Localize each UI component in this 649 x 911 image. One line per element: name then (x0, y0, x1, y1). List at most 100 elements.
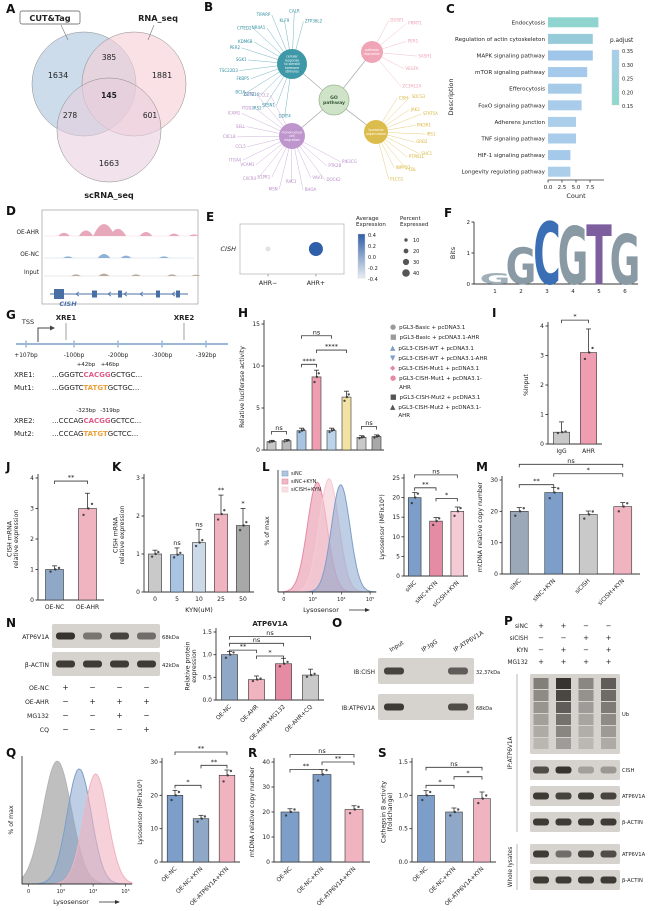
data-point (348, 811, 352, 815)
data-point (561, 431, 564, 434)
panel-H: H 0 5 10 15 Relative luciferase activity ns **… (238, 306, 490, 460)
bar (548, 83, 582, 94)
data-point (317, 372, 320, 375)
sig-label: ns (567, 457, 575, 465)
category-label: Adherens junction (494, 120, 545, 126)
bar (166, 795, 184, 863)
y-tick-label: 10 (392, 534, 400, 541)
y-tick-label: 0 (467, 282, 471, 288)
x-tick-label: 0 (153, 596, 157, 603)
sig-label: * (241, 499, 245, 507)
legend-tick: 0.30 (622, 63, 633, 69)
panel-H-letter: H (238, 306, 249, 320)
data-point (410, 501, 414, 505)
panel-N-letter: N (6, 616, 17, 630)
band (110, 660, 129, 668)
sig-label: ns (173, 539, 181, 547)
y-tick-label: 2 (30, 536, 34, 543)
legend-tick: -0.4 (368, 277, 378, 283)
data-point (283, 440, 286, 443)
x-tick-label: siNC+KYN (532, 578, 557, 603)
data-point (353, 808, 357, 811)
sig-label: ** (211, 758, 218, 766)
panel-L: L 0 10³ 10⁴ 10⁵ Lysosensor % of max siNC siNC+K… (262, 460, 474, 616)
smear (556, 714, 571, 725)
bp-tick-label: -100bp (64, 353, 85, 359)
data-point (456, 510, 460, 513)
legend-marker: ■ (390, 333, 397, 342)
band (83, 660, 102, 668)
y-tick-label: 20 (150, 792, 158, 799)
panel-O: O Input IP:IgG IP:ATP6V1A IB:CISH 32,37kDa IB… (332, 616, 502, 746)
legend-title: Expression (356, 222, 386, 228)
sig-label: * (573, 313, 577, 321)
data-point (154, 552, 157, 556)
smear (601, 678, 616, 689)
condition-value: − (62, 697, 68, 706)
band (533, 792, 549, 800)
sequence: ...CCCAGTATGTGCTCC... (52, 430, 138, 438)
y-tick-label: 1.0 (398, 792, 408, 799)
bar (578, 514, 598, 575)
data-point (286, 660, 289, 664)
coverage-peak (98, 273, 110, 276)
y-tick-label: 3 (30, 506, 34, 513)
count: 601 (143, 111, 158, 120)
x-tick-label: OE-NC (215, 704, 232, 721)
sig-label: ** (218, 486, 225, 494)
panel-C-letter: C (446, 2, 455, 16)
x-tick-label: 7.5 (586, 185, 595, 191)
x-tick-label: 5.0 (572, 185, 581, 191)
y-tick-label: 0 (396, 573, 400, 580)
data-point (553, 491, 556, 494)
coverage-peak (131, 274, 141, 276)
bar (170, 554, 184, 593)
data-point (310, 673, 313, 677)
data-point (414, 496, 417, 499)
sig-label: ** (303, 762, 310, 770)
x-tick-label: OE-NC+KYN (296, 866, 325, 895)
smear (578, 726, 594, 737)
data-point (514, 514, 517, 517)
coverage-peak (189, 234, 199, 236)
y-tick-label: 20 (490, 508, 498, 515)
condition-value: + (116, 711, 122, 720)
gene-label: ICAM1 (228, 111, 241, 116)
x-tick-label: OE-AHR+CQ (284, 704, 314, 734)
condition-value: + (143, 725, 149, 734)
count: 385 (102, 53, 117, 62)
bar (214, 513, 228, 593)
band (56, 660, 75, 668)
sig-label: ** (198, 745, 205, 753)
panel-D-letter: D (6, 204, 16, 218)
lane-header: Input (388, 639, 405, 654)
condition-label: MG132 (27, 713, 49, 720)
data-point (157, 550, 160, 554)
gene-label: ZBTB16 (243, 92, 259, 97)
y-tick-label: 0.0 (398, 859, 408, 866)
data-point (315, 375, 319, 379)
smear (578, 714, 594, 725)
count: 1663 (99, 159, 119, 168)
condition-value: + (561, 658, 567, 666)
bar (548, 166, 571, 177)
sig-label: * (466, 769, 470, 777)
sig-label: ns (432, 467, 440, 475)
count: 1634 (48, 71, 68, 80)
gene-label: ZFP36L2 (305, 19, 323, 24)
band (110, 632, 129, 640)
panel-G: G +107bp -100bp -200bp -300bp -392bp TSS XRE1 X… (6, 308, 236, 460)
condition-label: MG132 (507, 660, 528, 666)
panel-A-letter: A (6, 2, 16, 16)
x-tick-label: IgG (556, 448, 567, 455)
x-tick-label: OE-NC+KYN (175, 866, 204, 895)
data-point (224, 656, 228, 660)
count: 145 (101, 91, 117, 100)
condition-value: + (561, 646, 567, 654)
condition-label: siNC (515, 624, 528, 630)
legend-item: ▲ pGL3-CISH-WT + pcDNA3.1 (390, 344, 490, 353)
data-point (270, 440, 274, 443)
condition-value: − (116, 683, 122, 692)
y-tick-label: 4 (30, 475, 34, 482)
legend-gradient (611, 49, 620, 106)
